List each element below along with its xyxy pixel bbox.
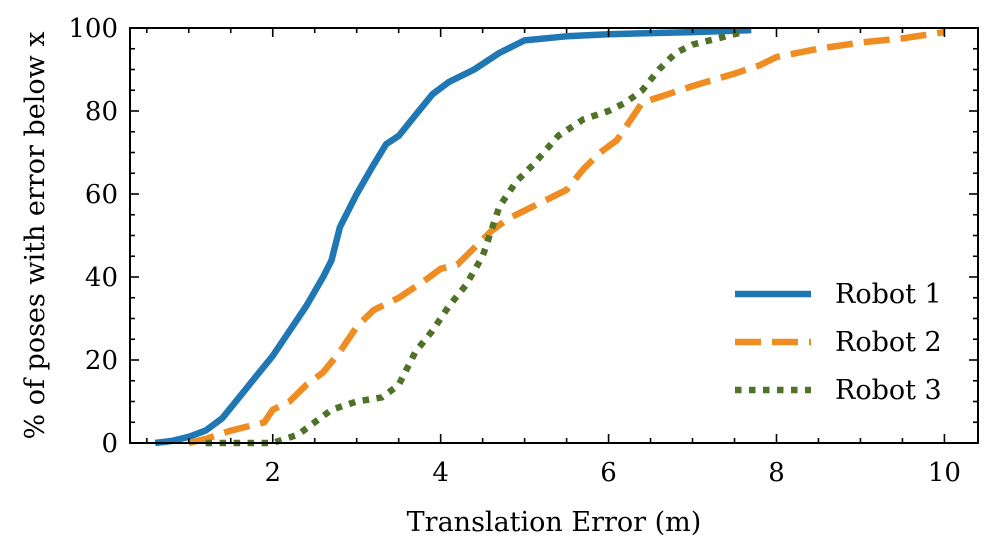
y-tick-label: 40 [85,263,118,293]
series-line-robot-2 [188,28,945,447]
y-tick-label: 60 [85,180,118,210]
legend-label-robot-1: Robot 1 [835,279,942,310]
legend-label-robot-3: Robot 3 [835,375,942,406]
y-tick-label: 80 [85,97,118,127]
legend-label-robot-2: Robot 2 [835,327,942,358]
series-line-robot-1 [154,26,752,447]
y-tick-label: 20 [85,346,118,376]
x-axis-label: Translation Error (m) [407,507,702,538]
y-tick-label: 0 [101,429,118,459]
x-tick-label: 10 [928,458,961,488]
x-tick-label: 8 [768,458,785,488]
legend: Robot 1 Robot 2 Robot 3 [735,279,942,406]
y-axis-label: % of poses with error below x [20,31,51,439]
x-tick-label: 6 [600,458,617,488]
x-tick-label: 4 [432,458,449,488]
y-tick-label: 100 [68,14,118,44]
x-tick-label: 2 [264,458,281,488]
